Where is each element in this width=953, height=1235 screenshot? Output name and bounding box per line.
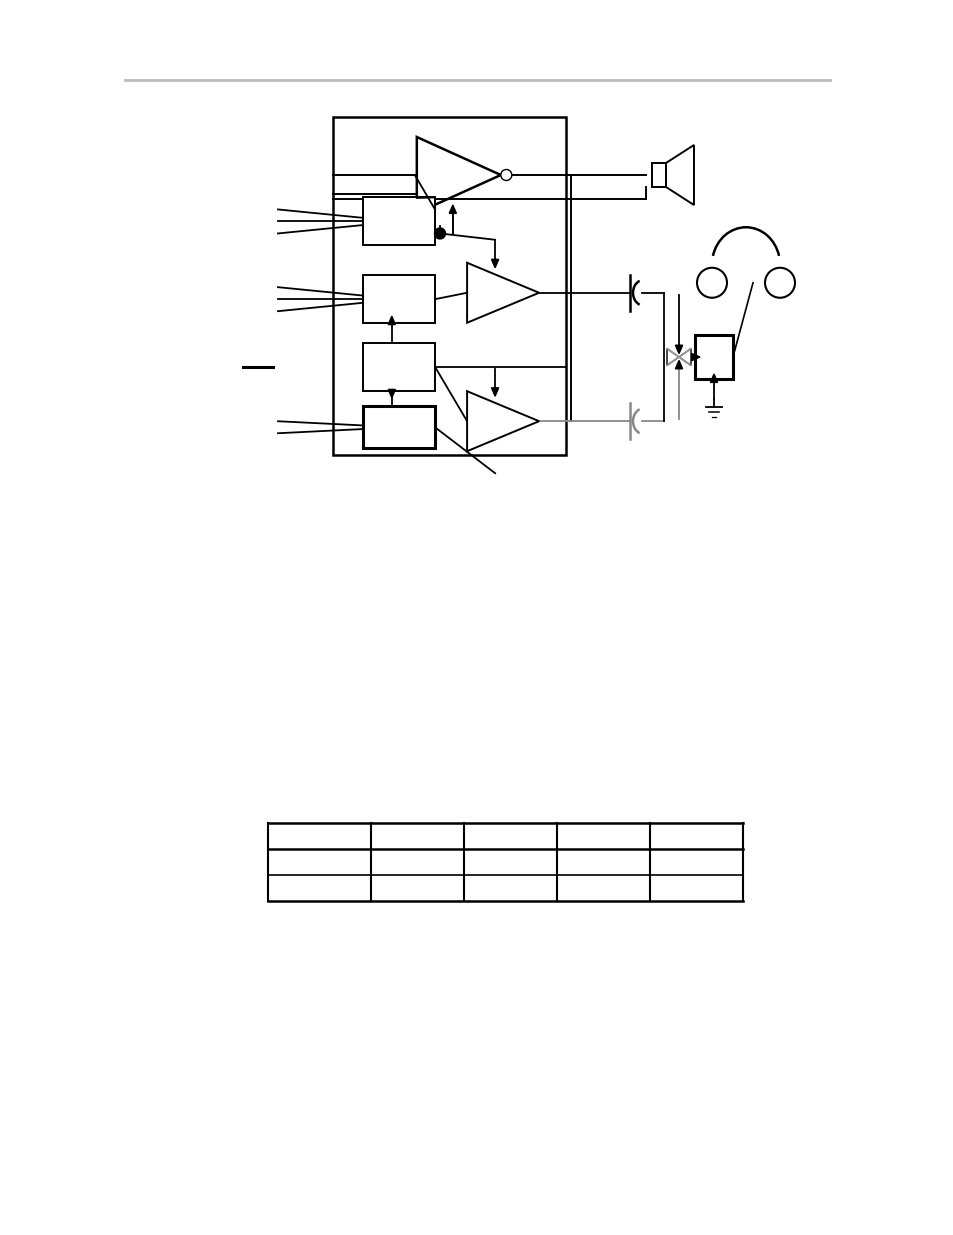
Polygon shape: [467, 391, 538, 451]
Polygon shape: [416, 137, 500, 212]
Polygon shape: [679, 348, 690, 366]
Polygon shape: [666, 348, 679, 366]
Polygon shape: [710, 374, 717, 383]
Bar: [363, 198, 435, 246]
Bar: [651, 163, 665, 186]
Bar: [363, 406, 435, 448]
Polygon shape: [388, 389, 395, 398]
Polygon shape: [675, 346, 682, 353]
Circle shape: [500, 169, 511, 180]
Bar: [363, 275, 435, 324]
Bar: [333, 117, 565, 454]
Bar: [695, 335, 732, 379]
Polygon shape: [691, 353, 700, 361]
Polygon shape: [675, 361, 682, 369]
Circle shape: [764, 268, 794, 298]
Polygon shape: [467, 263, 538, 322]
Polygon shape: [665, 144, 693, 205]
Polygon shape: [491, 388, 498, 396]
Circle shape: [697, 268, 726, 298]
Polygon shape: [388, 316, 395, 325]
Bar: [363, 343, 435, 390]
Circle shape: [434, 228, 445, 238]
Polygon shape: [491, 259, 498, 268]
Polygon shape: [449, 205, 456, 214]
